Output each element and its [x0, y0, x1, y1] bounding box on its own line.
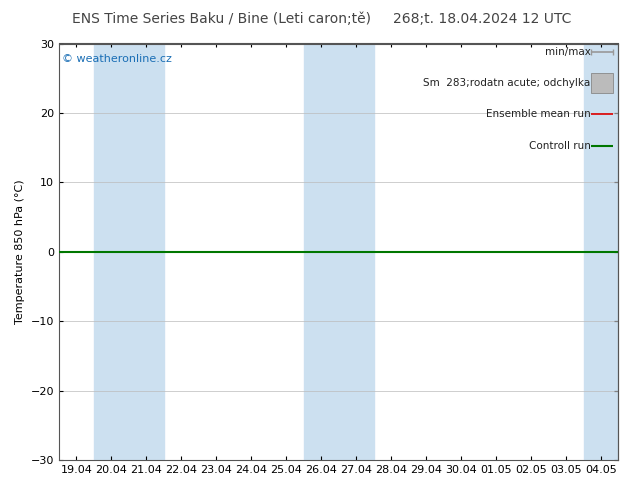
Text: ENS Time Series Baku / Bine (Leti caron;tě): ENS Time Series Baku / Bine (Leti caron;…	[72, 12, 372, 26]
Text: © weatheronline.cz: © weatheronline.cz	[61, 54, 172, 64]
Text: min/max: min/max	[545, 47, 590, 57]
Y-axis label: Temperature 850 hPa (°C): Temperature 850 hPa (°C)	[15, 179, 25, 324]
Bar	[583, 44, 619, 460]
Bar	[304, 44, 373, 460]
Text: Ensemble mean run: Ensemble mean run	[486, 109, 590, 120]
Text: 268;t. 18.04.2024 12 UTC: 268;t. 18.04.2024 12 UTC	[392, 12, 571, 26]
Bar	[94, 44, 164, 460]
Text: Controll run: Controll run	[529, 141, 590, 150]
Text: Sm  283;rodatn acute; odchylka: Sm 283;rodatn acute; odchylka	[424, 78, 590, 88]
Bar	[590, 73, 613, 94]
